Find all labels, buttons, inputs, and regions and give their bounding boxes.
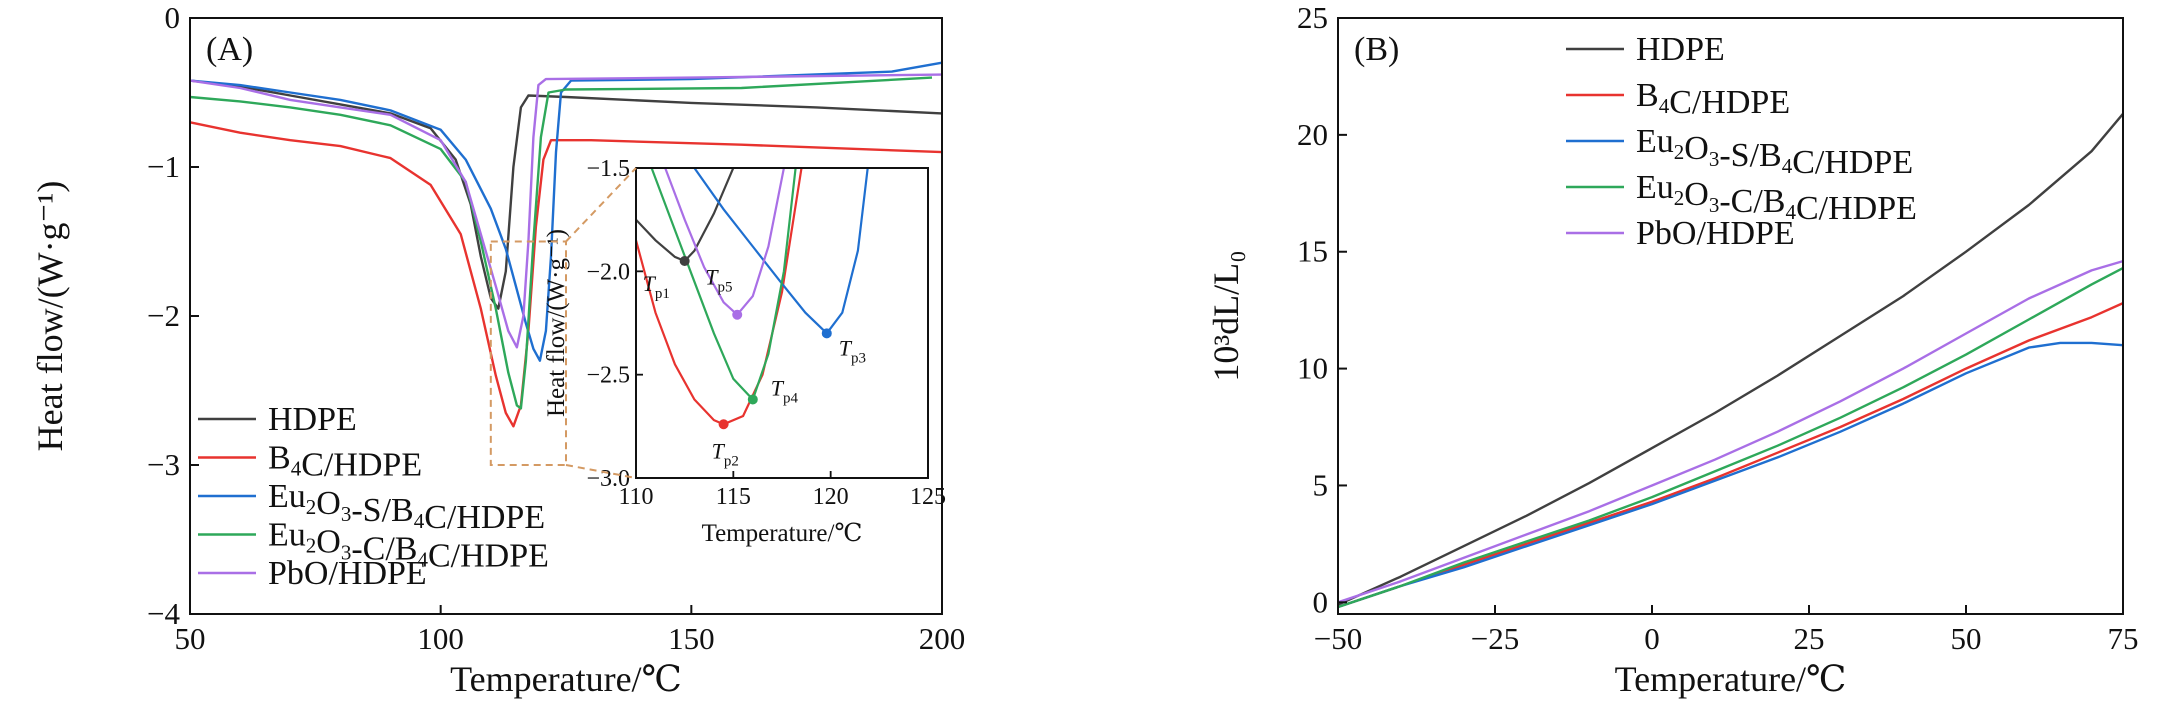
inset-y-tick-label: −2.0 [586, 259, 630, 285]
x-axis-label: Temperature/℃ [450, 659, 682, 699]
x-tick-label: −50 [1314, 621, 1362, 656]
series-line-5 [1337, 259, 2124, 604]
y-tick-label: 5 [1313, 467, 1329, 502]
legend-label: PbO/HDPE [268, 555, 427, 592]
zoom-box [489, 240, 567, 466]
x-axis-label: Temperature/℃ [1615, 659, 1847, 699]
y-tick-label: 25 [1297, 0, 1328, 35]
zoom-connector [565, 167, 637, 243]
series-group [189, 61, 943, 428]
y-tick-label: −4 [147, 596, 180, 631]
legend: HDPE B4C/HDPEEu2O3-S/B4C/HDPEEu2O3-C/B4C/… [1566, 31, 1917, 252]
inset-x-axis-label: Temperature/℃ [702, 520, 863, 547]
series-line-4 [189, 76, 933, 410]
legend-label: Eu2O3-S/B4C/HDPE [1636, 123, 1913, 181]
y-tick-label: 10 [1297, 351, 1328, 386]
legend-label: Eu2O3-C/B4C/HDPE [268, 517, 549, 575]
legend-label: B4C/HDPE [1636, 77, 1790, 121]
inset-series-line-4 [650, 168, 797, 402]
x-tick-label: 0 [1644, 621, 1660, 656]
inset-y-tick-label: −2.5 [586, 363, 630, 389]
inset-series-line-3 [693, 168, 869, 335]
inset-series-line-5 [664, 168, 785, 317]
peak-marker-p2 [718, 419, 729, 430]
legend-label: HDPE [1636, 31, 1725, 68]
y-tick-label: 0 [1313, 584, 1329, 619]
peak-marker-p3 [821, 328, 832, 339]
x-tick-label: 50 [175, 621, 206, 656]
legend-label: HDPE [268, 401, 357, 438]
series-line-3 [1337, 341, 2124, 609]
legend-label: Eu2O3-S/B4C/HDPE [268, 478, 545, 536]
inset-x-tick-label: 120 [813, 484, 849, 510]
zoom-indicator [489, 167, 637, 479]
legend: HDPEB4C/HDPEEu2O3-S/B4C/HDPEEu2O3-C/B4C/… [198, 401, 549, 592]
y-axis-label: 10³dL/L₀ [1206, 250, 1246, 381]
y-axis-label: Heat flow/(W·g⁻¹) [30, 181, 70, 452]
series-line-2 [189, 121, 943, 428]
panel-label: (A) [206, 31, 253, 68]
x-tick-label: −25 [1471, 621, 1519, 656]
inset-frame [635, 167, 929, 479]
inset-series-group [636, 168, 869, 426]
inset-x-tick-label: 110 [618, 484, 653, 510]
series-line-4 [1337, 267, 2124, 609]
inset-background [636, 168, 928, 478]
series-line-1 [1337, 113, 2124, 606]
peak-label-p5: Tp5 [705, 265, 732, 296]
panel-b: −50 −25 0 25 50 750510152025Temperature/℃10³d… [1206, 0, 2139, 699]
y-tick-label: 15 [1297, 234, 1328, 269]
series-line-2 [1337, 302, 2124, 609]
y-axis: 0 −1 −2 −3 −4 [147, 0, 199, 631]
x-tick-label: 25 [1794, 621, 1825, 656]
inset-x-tick-label: 115 [716, 484, 751, 510]
legend-label: Eu2O3-C/B4C/HDPE [1636, 169, 1917, 227]
y-axis: 0 5 10 15 20 25 [1297, 0, 1347, 619]
legend-label: PbO/HDPE [1636, 215, 1795, 252]
x-tick-label: 100 [417, 621, 464, 656]
y-tick-label: 0 [165, 0, 181, 35]
y-tick-label: −1 [147, 149, 180, 184]
y-tick-label: −2 [147, 298, 180, 333]
series-line-5 [189, 73, 943, 349]
y-tick-label: 20 [1297, 117, 1328, 152]
inset-x-tick-label: 125 [910, 484, 946, 510]
x-tick-label: 150 [668, 621, 715, 656]
peak-label-p3: Tp3 [839, 335, 866, 366]
x-tick-label: 50 [1951, 621, 1982, 656]
peak-marker-p1 [679, 256, 690, 266]
peak-label-p4: Tp4 [771, 375, 799, 406]
plot-frame [1337, 17, 2124, 615]
legend-label: B4C/HDPE [268, 440, 422, 484]
y-tick-label: −3 [147, 447, 180, 482]
panel-a: 50 100 150 200 0 −1 −2 −3 −4 Temperature/℃ Heat fl… [30, 0, 965, 699]
peak-marker-p4 [747, 394, 758, 405]
x-tick-label: 75 [2108, 621, 2139, 656]
series-group [1337, 113, 2124, 609]
x-tick-label: 200 [919, 621, 966, 656]
peak-label-p1: Tp1 [643, 271, 670, 302]
x-axis: 50 100 150 200 [175, 605, 966, 656]
x-axis: −50 −25 0 25 50 75 [1314, 605, 2139, 656]
inset-y-tick-label: −1.5 [586, 156, 630, 182]
peak-marker-p5 [732, 309, 743, 320]
peak-label-p2: Tp2 [712, 438, 739, 469]
panel-label: (B) [1354, 31, 1399, 68]
series-line-3 [189, 61, 943, 362]
